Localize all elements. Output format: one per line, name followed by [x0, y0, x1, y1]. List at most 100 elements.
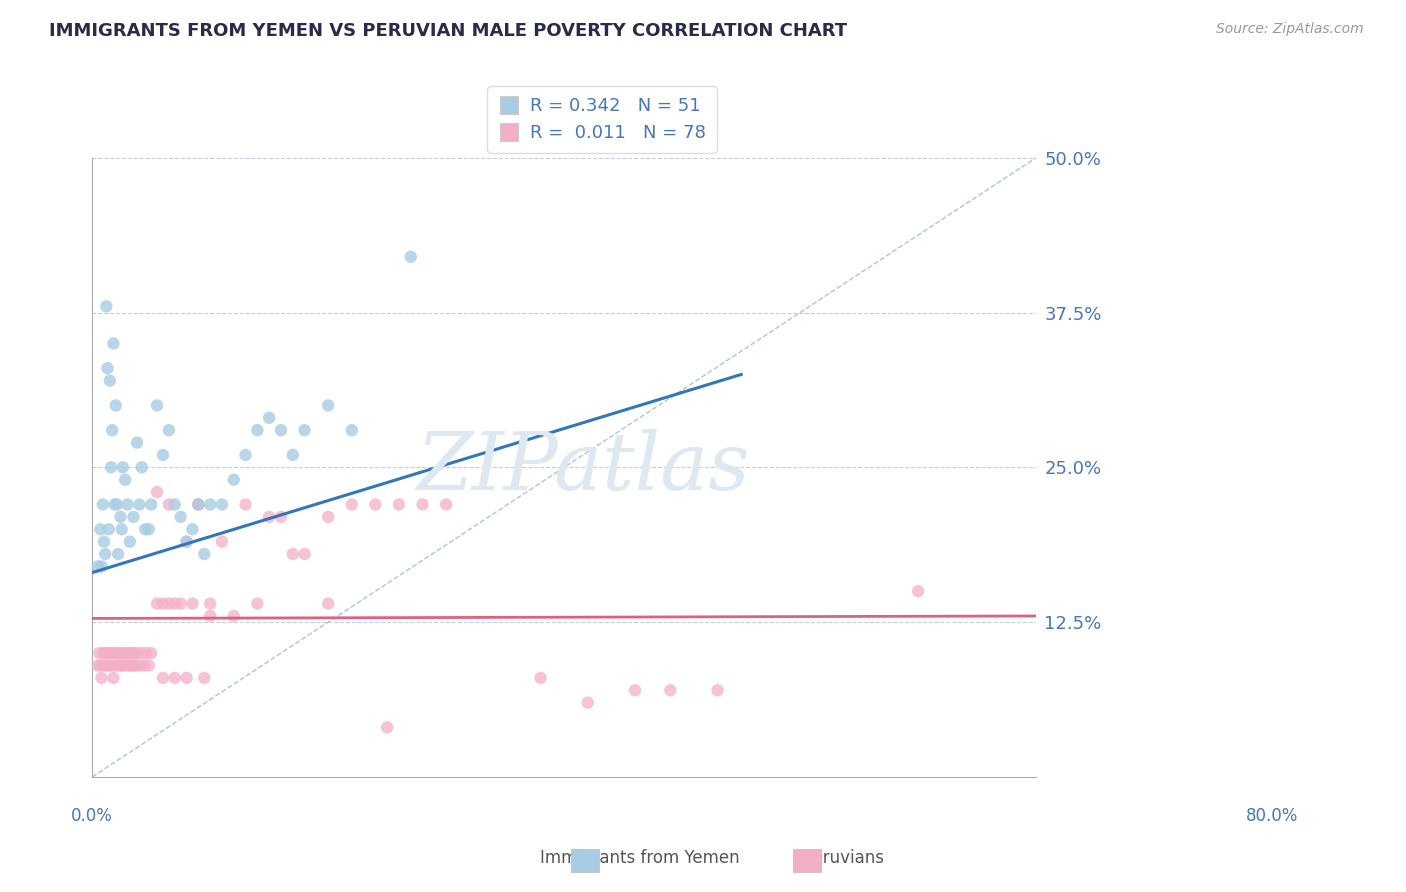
Point [176, 671, 198, 685]
Point [89, 646, 111, 660]
Point [91, 498, 114, 512]
Point [121, 646, 143, 660]
Point [111, 658, 134, 673]
Point [100, 658, 122, 673]
Point [198, 609, 221, 624]
Text: Peruvians: Peruvians [803, 849, 884, 867]
Point [181, 522, 204, 536]
Text: Source: ZipAtlas.com: Source: ZipAtlas.com [1216, 22, 1364, 37]
Point [90, 559, 112, 574]
Point [316, 597, 339, 611]
Point [624, 683, 647, 698]
Point [399, 250, 422, 264]
Point [131, 460, 153, 475]
Point [138, 658, 160, 673]
Point [146, 597, 169, 611]
Point [294, 547, 316, 561]
Point [97, 658, 120, 673]
Point [101, 423, 124, 437]
Point [198, 498, 221, 512]
Point [198, 597, 221, 611]
Point [111, 522, 134, 536]
Point [316, 398, 339, 412]
Point [96, 658, 118, 673]
Point [125, 646, 148, 660]
Point [193, 671, 215, 685]
Point [101, 646, 124, 660]
Point [108, 646, 131, 660]
Point [110, 509, 132, 524]
Point [100, 460, 122, 475]
Point [111, 646, 134, 660]
Point [257, 509, 280, 524]
Point [125, 435, 148, 450]
Point [157, 597, 180, 611]
Text: ZIPatlas: ZIPatlas [416, 428, 749, 506]
Point [152, 671, 174, 685]
Point [434, 498, 457, 512]
Point [152, 448, 174, 462]
Point [105, 646, 128, 660]
Point [176, 534, 198, 549]
Point [388, 498, 411, 512]
Point [112, 646, 135, 660]
Point [107, 547, 129, 561]
Point [163, 498, 186, 512]
Point [187, 498, 209, 512]
Point [576, 696, 599, 710]
Point [222, 609, 245, 624]
Point [412, 498, 434, 512]
Point [281, 547, 304, 561]
Point [103, 671, 125, 685]
Point [270, 423, 292, 437]
Point [87, 658, 110, 673]
Point [131, 646, 153, 660]
Point [96, 361, 118, 376]
Point [104, 646, 127, 660]
Point [157, 498, 180, 512]
Point [146, 398, 169, 412]
Point [152, 597, 174, 611]
Point [124, 646, 146, 660]
Point [128, 658, 150, 673]
Point [146, 485, 169, 500]
Point [246, 423, 269, 437]
Point [118, 534, 141, 549]
Point [87, 559, 110, 574]
Point [141, 646, 163, 660]
Point [120, 658, 142, 673]
Point [141, 498, 163, 512]
Point [89, 658, 111, 673]
Point [281, 448, 304, 462]
Point [375, 721, 398, 735]
Point [104, 498, 127, 512]
Point [138, 522, 160, 536]
Point [294, 423, 316, 437]
Point [132, 658, 155, 673]
Point [110, 658, 132, 673]
Point [97, 522, 120, 536]
Point [181, 597, 204, 611]
Point [340, 423, 363, 437]
Point [246, 597, 269, 611]
Point [193, 547, 215, 561]
Point [163, 597, 186, 611]
Point [122, 658, 145, 673]
Point [907, 584, 929, 599]
Point [316, 509, 339, 524]
Point [706, 683, 728, 698]
Point [235, 448, 257, 462]
Legend: R = 0.342   N = 51, R =  0.011   N = 78: R = 0.342 N = 51, R = 0.011 N = 78 [486, 87, 717, 153]
Point [134, 522, 156, 536]
Point [364, 498, 387, 512]
Point [107, 658, 129, 673]
Text: 0.0%: 0.0% [72, 806, 112, 825]
Point [93, 658, 115, 673]
Point [529, 671, 551, 685]
Point [117, 646, 139, 660]
Point [211, 534, 233, 549]
Point [118, 658, 141, 673]
Point [125, 658, 148, 673]
Point [94, 646, 117, 660]
Point [118, 646, 141, 660]
